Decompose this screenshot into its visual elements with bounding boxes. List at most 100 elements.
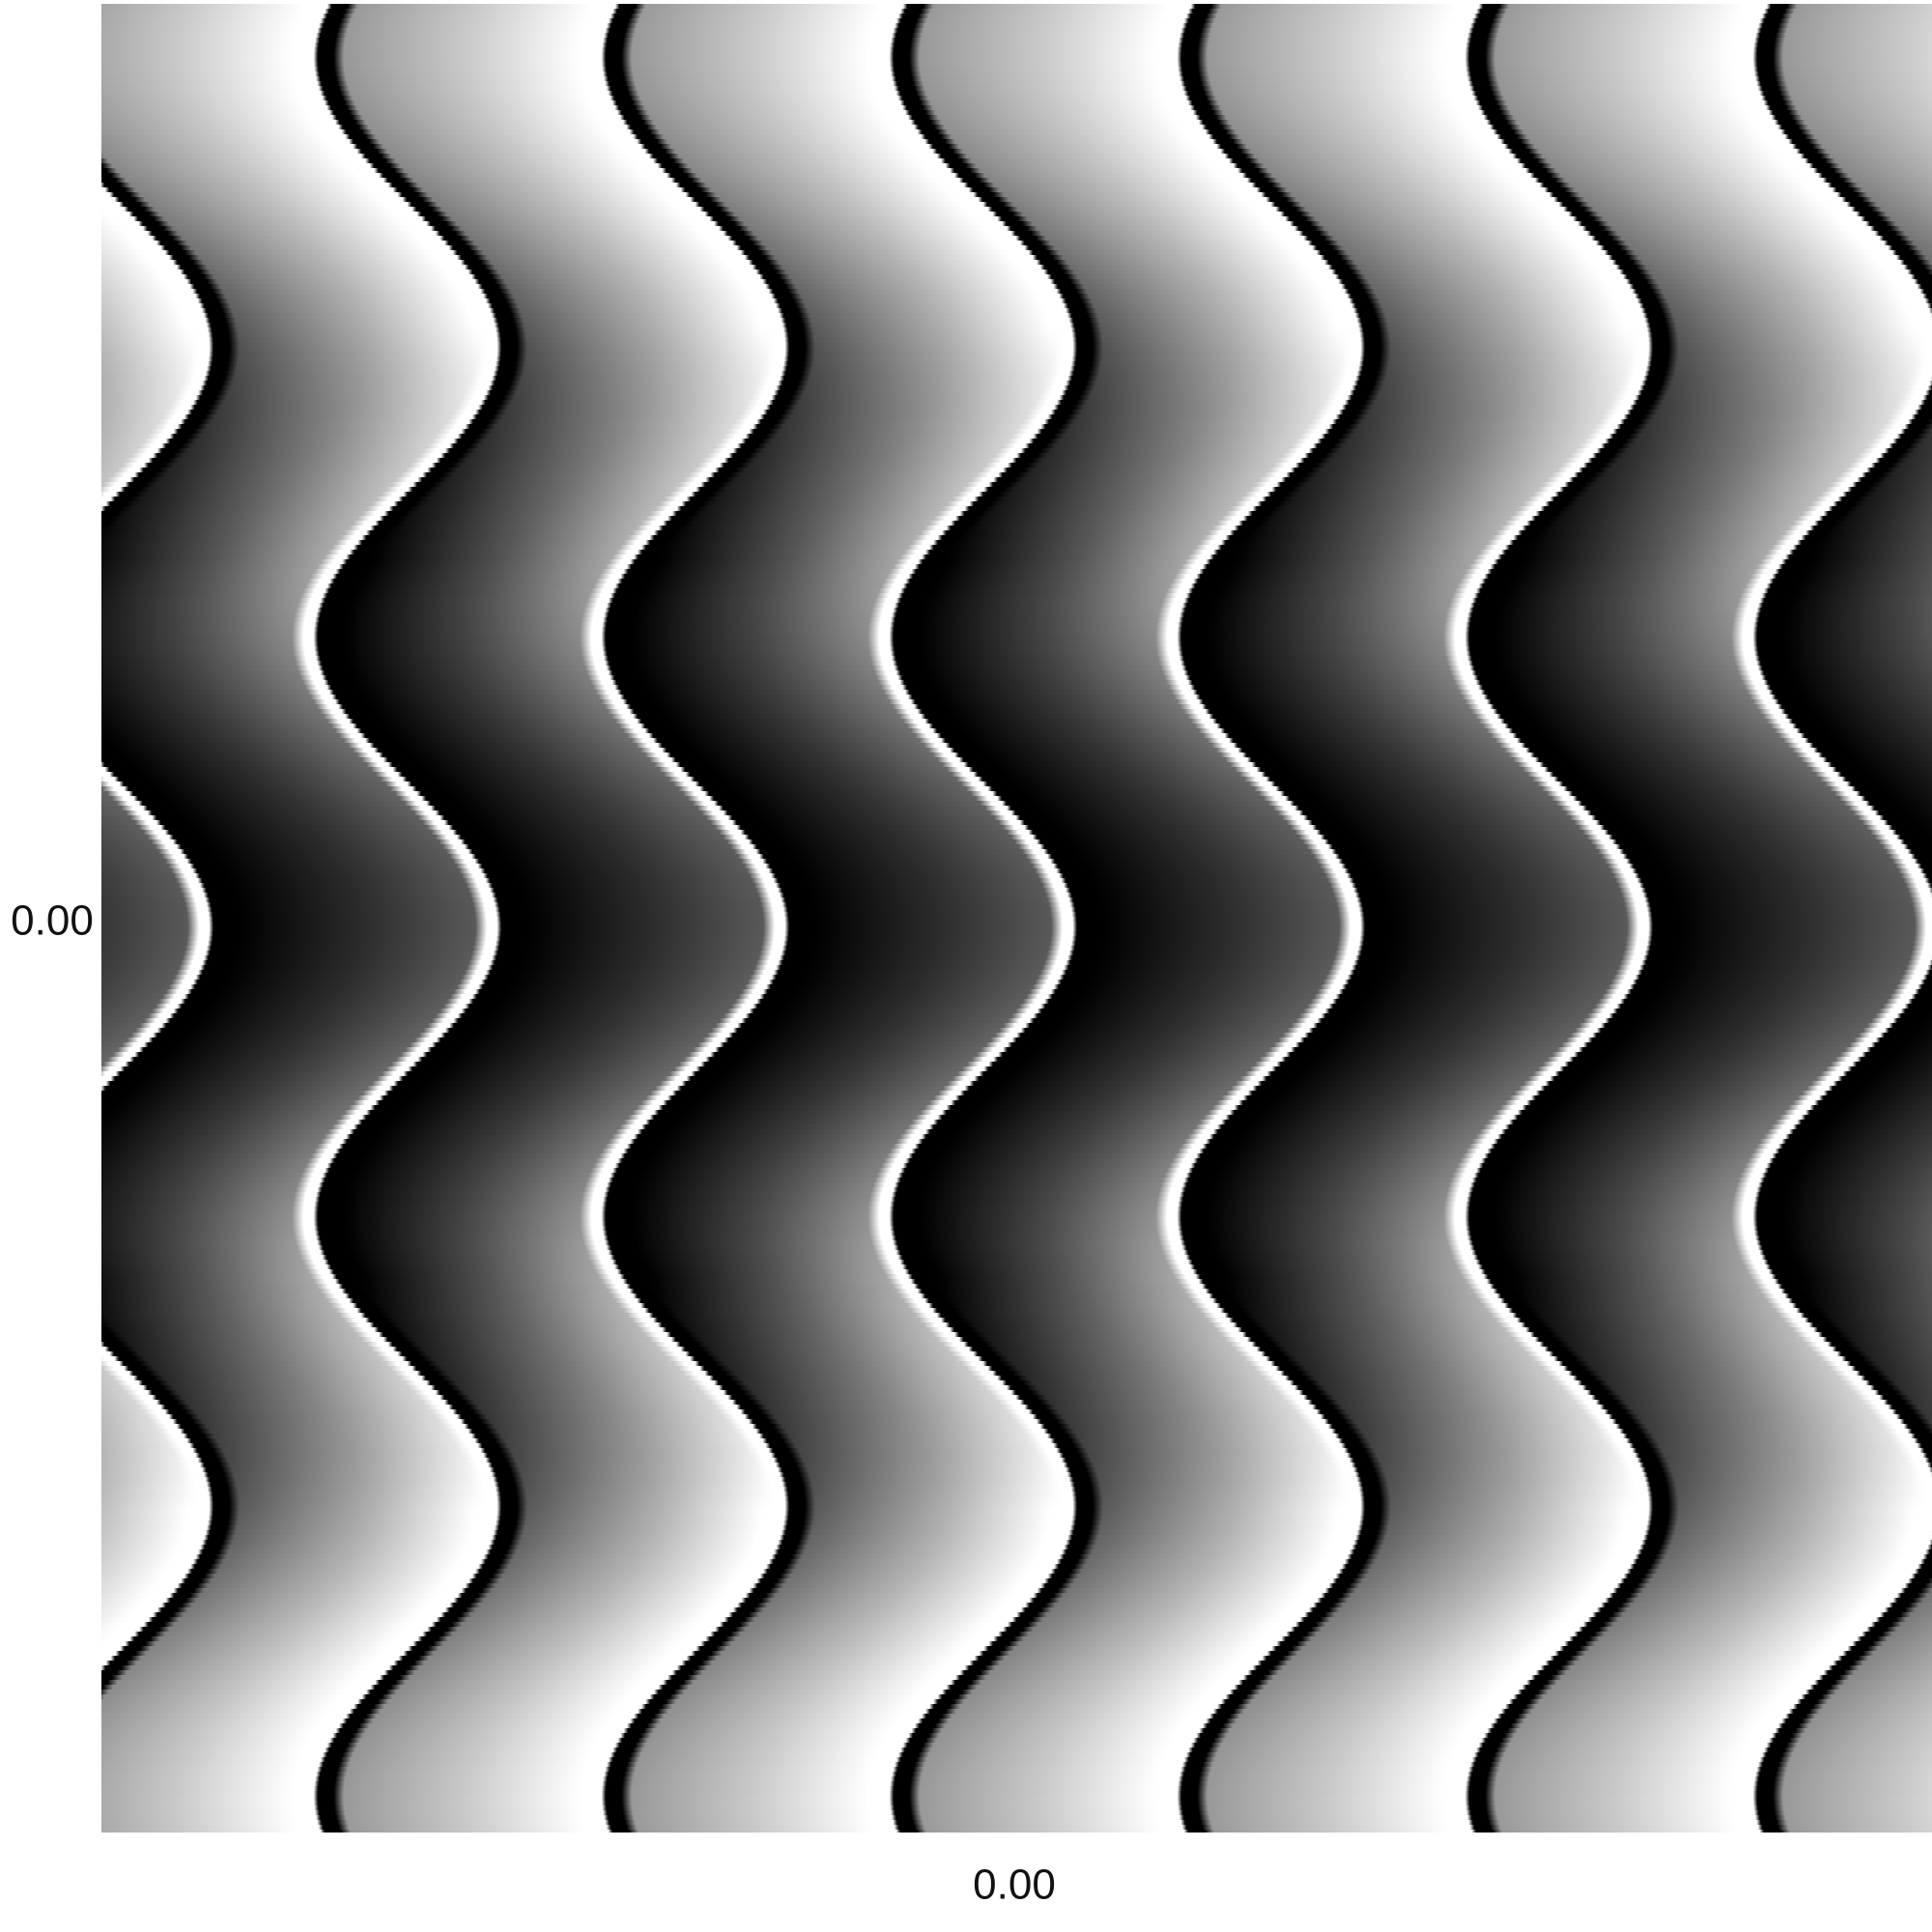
wave-slice xyxy=(101,381,1932,386)
wave-slice xyxy=(101,1747,1932,1753)
wave-slice xyxy=(101,868,1932,874)
wave-slice xyxy=(101,250,1932,256)
wave-slice xyxy=(101,1825,1932,1831)
wave-slice xyxy=(101,815,1932,821)
wave-slice xyxy=(101,1124,1932,1130)
wave-slice xyxy=(101,1100,1932,1106)
wave-slice xyxy=(101,757,1932,763)
wave-slice xyxy=(101,1178,1932,1183)
wave-slice xyxy=(101,395,1932,401)
wave-slice xyxy=(101,1260,1932,1265)
wave-slice xyxy=(101,912,1932,918)
wave-slice xyxy=(101,1226,1932,1232)
wave-slice xyxy=(101,535,1932,541)
wave-slice xyxy=(101,1081,1932,1087)
wave-slice xyxy=(101,487,1932,493)
wave-slice xyxy=(101,1472,1932,1478)
wave-slice xyxy=(101,477,1932,483)
wave-slice xyxy=(101,96,1932,101)
wave-slice xyxy=(101,1236,1932,1241)
wave-slice xyxy=(101,743,1932,749)
wave-slice xyxy=(101,704,1932,710)
wave-slice xyxy=(101,893,1932,898)
wave-slice xyxy=(101,1066,1932,1072)
wave-slice xyxy=(101,1269,1932,1275)
wave-slice xyxy=(101,1385,1932,1391)
wave-slice xyxy=(101,511,1932,517)
wave-slice xyxy=(101,1583,1932,1589)
wave-slice xyxy=(101,424,1932,430)
wave-slice xyxy=(101,767,1932,773)
wave-slice xyxy=(101,332,1932,338)
wave-slice xyxy=(101,1564,1932,1570)
wave-slice xyxy=(101,574,1932,580)
wave-slice xyxy=(101,1704,1932,1710)
wave-slice xyxy=(101,129,1932,135)
wave-slice xyxy=(101,1578,1932,1584)
wave-slice xyxy=(101,1530,1932,1536)
wave-slice xyxy=(101,1004,1932,1009)
wave-slice xyxy=(101,1033,1932,1038)
wave-slice xyxy=(101,690,1932,696)
wave-slice xyxy=(101,550,1932,555)
wave-slice xyxy=(101,999,1932,1005)
wave-slice xyxy=(101,1202,1932,1208)
wave-slice xyxy=(101,1791,1932,1797)
wave-slice xyxy=(101,1158,1932,1164)
wave-slice xyxy=(101,1018,1932,1024)
wave-slice xyxy=(101,110,1932,116)
wave-slice xyxy=(101,1052,1932,1058)
wave-slice xyxy=(101,173,1932,179)
wave-slice xyxy=(101,806,1932,811)
wave-slice xyxy=(101,699,1932,705)
wave-slice xyxy=(101,1772,1932,1777)
wave-slice xyxy=(101,801,1932,807)
wave-slice xyxy=(101,810,1932,816)
wave-slice xyxy=(101,1424,1932,1430)
wave-slice xyxy=(101,453,1932,459)
wave-slice xyxy=(101,1163,1932,1169)
wave-slice xyxy=(101,762,1932,768)
wave-slice xyxy=(101,1632,1932,1637)
wave-slice xyxy=(101,1298,1932,1304)
wave-slice xyxy=(101,917,1932,923)
wave-slice xyxy=(101,1091,1932,1096)
wave-slice xyxy=(101,772,1932,778)
wave-slice xyxy=(101,1042,1932,1048)
wave-slice xyxy=(101,1690,1932,1695)
wave-slice xyxy=(101,231,1932,237)
wave-slice xyxy=(101,1540,1932,1546)
wave-slice xyxy=(101,270,1932,275)
wave-slice xyxy=(101,1574,1932,1579)
wave-slice xyxy=(101,1149,1932,1154)
wave-slice xyxy=(101,897,1932,903)
wave-slice xyxy=(101,526,1932,531)
wave-slice xyxy=(101,1013,1932,1019)
wave-slice xyxy=(101,458,1932,464)
wave-slice xyxy=(101,1115,1932,1121)
wave-slice xyxy=(101,1351,1932,1357)
wave-slice xyxy=(101,1168,1932,1174)
wave-slice xyxy=(101,1057,1932,1063)
wave-slice xyxy=(101,1810,1932,1816)
wave-slice xyxy=(101,530,1932,536)
wave-slice xyxy=(101,781,1932,787)
x-axis-label: 0.00 xyxy=(973,1861,1056,1909)
wave-slice xyxy=(101,1318,1932,1323)
wave-slice xyxy=(101,1709,1932,1715)
wave-slice xyxy=(101,1419,1932,1425)
wave-slice xyxy=(101,1593,1932,1599)
wave-slice xyxy=(101,786,1932,792)
wave-slice xyxy=(101,844,1932,850)
wave-slice xyxy=(101,1105,1932,1111)
wave-slice xyxy=(101,1274,1932,1280)
wave-slice xyxy=(101,641,1932,647)
wave-slice xyxy=(101,1245,1932,1251)
wave-slice xyxy=(101,994,1932,1000)
wave-slice xyxy=(101,1414,1932,1420)
wave-slice xyxy=(101,294,1932,299)
wave-slice xyxy=(101,168,1932,174)
wave-slice xyxy=(101,371,1932,377)
wave-slice xyxy=(101,390,1932,396)
